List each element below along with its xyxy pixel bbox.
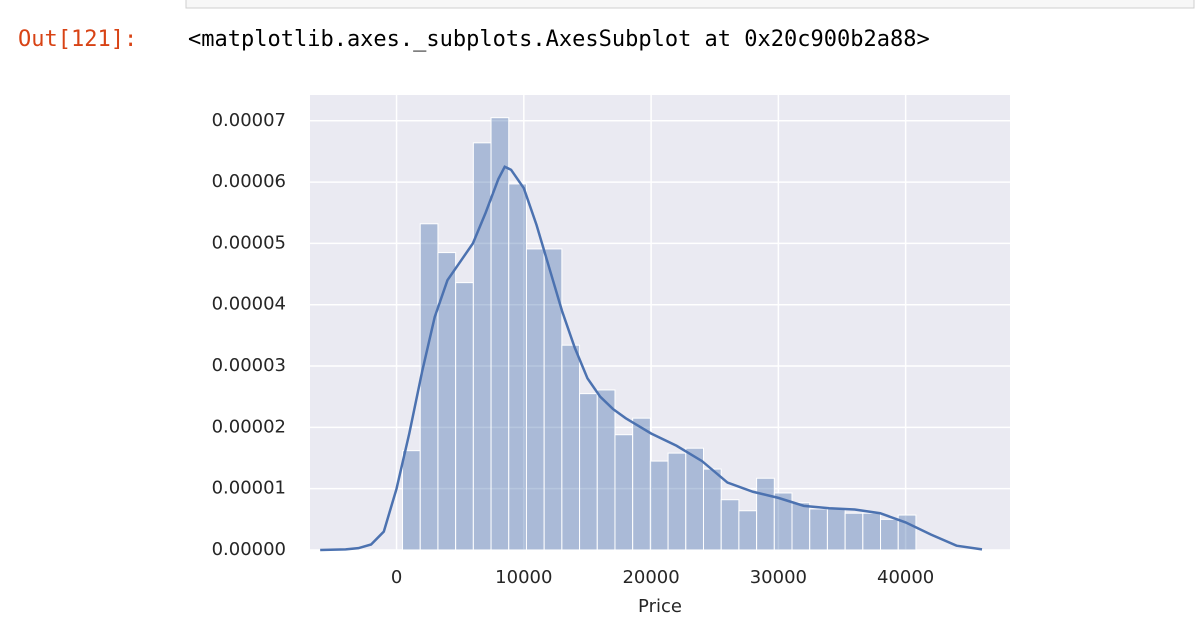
bar [508, 183, 527, 551]
bar [844, 512, 864, 551]
x-axis-label: Price [638, 596, 682, 617]
bar [738, 510, 758, 551]
bar [419, 223, 439, 551]
x-tick-label: 20000 [622, 567, 679, 588]
bar [490, 117, 510, 551]
bar [826, 508, 846, 551]
bar [525, 248, 545, 551]
y-tick-label: 0.00007 [212, 110, 286, 131]
bar [756, 477, 775, 551]
bar [632, 417, 651, 551]
bar [402, 450, 421, 551]
bar [561, 344, 581, 551]
output-prompt: Out[121]: [18, 27, 137, 52]
bar [791, 502, 811, 551]
x-tick-label: 0 [391, 567, 402, 588]
bar [862, 512, 882, 551]
bar [720, 499, 740, 551]
bar [579, 393, 598, 551]
output-text: <matplotlib.axes._subplots.AxesSubplot a… [188, 27, 930, 52]
bar [667, 452, 687, 551]
plot-area [310, 95, 1010, 550]
y-tick-label: 0.00000 [212, 539, 286, 560]
y-tick-label: 0.00001 [212, 478, 286, 499]
bar [649, 460, 669, 551]
x-tick-label: 40000 [877, 567, 934, 588]
bar [897, 514, 917, 551]
y-tick-label: 0.00005 [212, 232, 286, 253]
y-tick-label: 0.00003 [212, 355, 286, 376]
bar [614, 434, 634, 551]
x-tick-label: 30000 [750, 567, 807, 588]
bar [880, 518, 899, 551]
bar [809, 508, 828, 551]
input-area-edge [185, 0, 1195, 9]
kde-line [320, 165, 983, 552]
x-tick-label: 10000 [495, 567, 552, 588]
y-tick-label: 0.00006 [212, 171, 286, 192]
bar [702, 468, 722, 551]
y-tick-label: 0.00004 [212, 294, 286, 315]
bar [543, 248, 563, 551]
bar [455, 282, 474, 551]
bar [596, 389, 616, 551]
bar [685, 447, 704, 551]
y-tick-label: 0.00002 [212, 416, 286, 437]
